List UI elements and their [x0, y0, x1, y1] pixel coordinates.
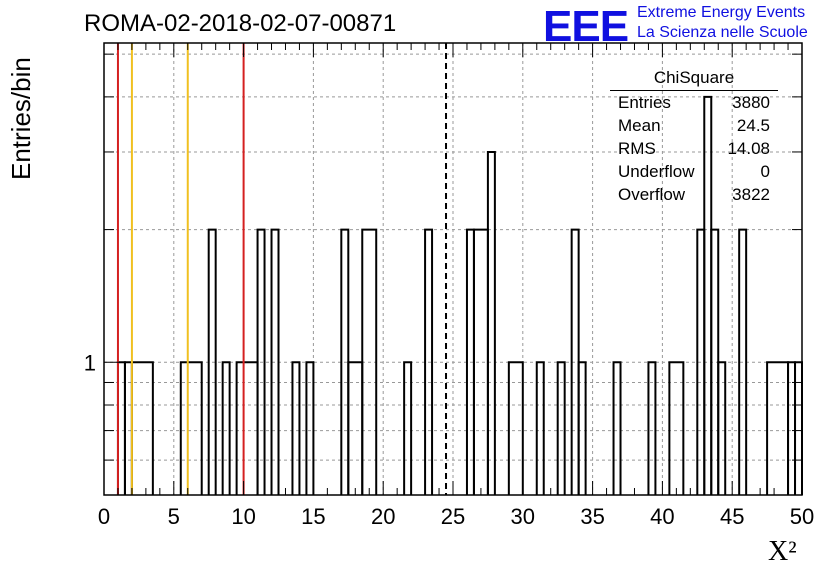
x-tick-label: 25: [441, 504, 465, 529]
stats-value: 14.08: [727, 139, 770, 158]
stats-value: 3880: [732, 93, 770, 112]
stats-row: Mean 24.5: [610, 114, 778, 137]
y-tick-label: 1: [84, 350, 96, 375]
histogram-bin: [612, 361, 622, 495]
histogram-bin: [291, 361, 301, 495]
x-tick-label: 15: [301, 504, 325, 529]
stats-label: Entries: [618, 93, 671, 112]
stats-value: 0: [760, 162, 770, 181]
y-axis-label: Entries/bin: [6, 57, 36, 180]
histogram-bin: [717, 361, 727, 495]
x-tick-label: 20: [371, 504, 395, 529]
histogram-bin: [668, 361, 685, 495]
stats-label: Overflow: [618, 185, 686, 204]
stats-value: 24.5: [736, 116, 770, 135]
run-title: ROMA-02-2018-02-07-00871: [84, 10, 397, 37]
x-tick-label: 50: [790, 504, 814, 529]
histogram-bin: [535, 361, 545, 495]
histogram-bin: [577, 361, 587, 495]
x-tick-label: 10: [231, 504, 255, 529]
x-axis-label: X²: [768, 536, 797, 567]
stats-row: RMS 14.08: [610, 137, 778, 160]
histogram-bin: [424, 228, 434, 495]
stats-row: Entries 3880: [610, 91, 778, 114]
stats-value: 3822: [732, 185, 770, 204]
histogram-bin: [556, 361, 566, 495]
stats-label: Underflow: [618, 162, 695, 181]
histogram-bin: [507, 361, 524, 495]
x-tick-label: 0: [98, 504, 110, 529]
histogram-bin: [738, 228, 748, 495]
stats-row: Overflow 3822: [610, 183, 778, 206]
stats-row: Underflow 0: [610, 160, 778, 183]
histogram-bin: [361, 228, 378, 495]
x-tick-label: 45: [720, 504, 744, 529]
stats-box: ChiSquare Entries 3880 Mean 24.5 RMS 14.…: [610, 68, 778, 206]
histogram-bin: [256, 228, 266, 495]
histogram-bin: [403, 361, 413, 495]
histogram-bin: [221, 361, 231, 495]
logo-line-1: Extreme Energy Events: [637, 4, 806, 21]
histogram-bin: [179, 361, 203, 495]
histogram-bin: [305, 361, 315, 495]
x-tick-label: 35: [580, 504, 604, 529]
logo-line-2: La Scienza nelle Scuole: [637, 24, 808, 41]
stats-title: ChiSquare: [610, 68, 778, 91]
stats-label: Mean: [618, 116, 661, 135]
x-tick-label: 40: [650, 504, 674, 529]
histogram-bin: [207, 228, 217, 495]
histogram-bin: [647, 361, 657, 495]
histogram-bin: [486, 150, 496, 495]
histogram-bin: [270, 228, 280, 495]
x-tick-label: 30: [511, 504, 535, 529]
eee-logo: EEE: [543, 2, 629, 51]
stats-label: RMS: [618, 139, 656, 158]
x-tick-label: 5: [168, 504, 180, 529]
